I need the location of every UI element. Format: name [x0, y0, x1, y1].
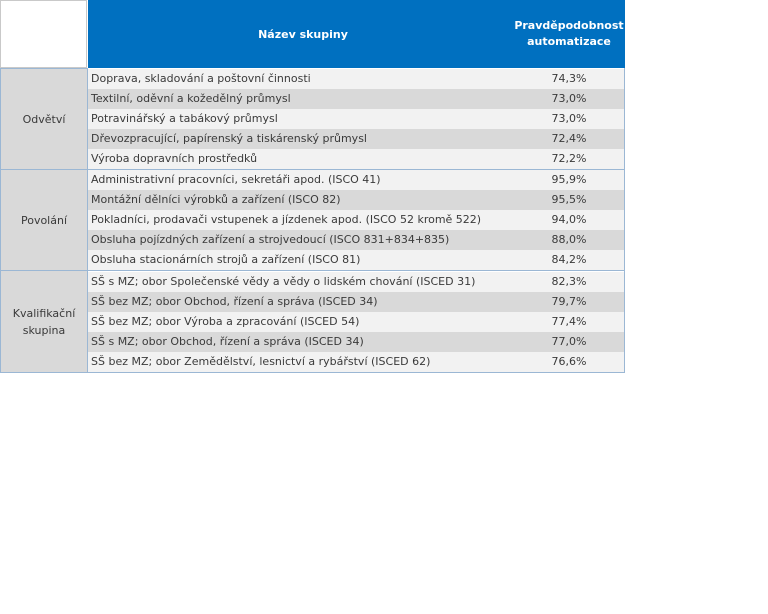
row-value: 72,4% [551, 132, 587, 145]
row-name: Potravinářský a tabákový průmysl [91, 112, 278, 125]
table-row: Dřevozpracující, papírenský a tiskárensk… [88, 129, 625, 149]
table-row: Potravinářský a tabákový průmysl 73,0% [88, 109, 625, 129]
row-value: 84,2% [551, 253, 587, 266]
table-bottom-border [0, 372, 625, 373]
table-row: SŠ s MZ; obor Obchod, řízení a správa (I… [88, 332, 625, 352]
row-name: Dřevozpracující, papírenský a tiskárensk… [91, 132, 367, 145]
table-row: Obsluha pojízdných zařízení a strojvedou… [88, 230, 625, 250]
table-row: Doprava, skladování a poštovní činnosti … [88, 69, 625, 89]
header-probability-line2: automatizace [527, 35, 611, 48]
row-name: SŠ bez MZ; obor Obchod, řízení a správa … [91, 295, 378, 308]
row-name: Výroba dopravních prostředků [91, 152, 258, 165]
row-name: Obsluha pojízdných zařízení a strojvedou… [91, 233, 450, 246]
row-name: Pokladníci, prodavači vstupenek a jízden… [91, 213, 482, 226]
automation-probability-table: Název skupiny Pravděpodobnost automatiza… [0, 0, 625, 373]
table-row: Obsluha stacionárních strojů a zařízení … [88, 250, 625, 270]
row-value: 95,9% [551, 173, 587, 186]
group-separator [0, 270, 625, 271]
table-right-border [624, 68, 625, 373]
group-label-line1: Kvalifikační [12, 306, 76, 320]
table-row: Pokladníci, prodavači vstupenek a jízden… [88, 210, 625, 230]
row-name: SŠ s MZ; obor Obchod, řízení a správa (I… [91, 335, 364, 348]
row-value: 94,0% [551, 213, 587, 226]
row-name: Doprava, skladování a poštovní činnosti [91, 72, 311, 85]
row-value: 82,3% [551, 275, 587, 288]
row-value: 76,6% [551, 355, 587, 368]
row-name: SŠ s MZ; obor Společenské vědy a vědy o … [91, 275, 476, 288]
row-value: 73,0% [551, 112, 587, 125]
header-group-name: Název skupiny [258, 27, 348, 41]
row-value: 77,4% [551, 315, 587, 328]
table-row: SŠ bez MZ; obor Zemědělství, lesnictví a… [88, 352, 625, 372]
table-row: SŠ bez MZ; obor Výroba a zpracování (ISC… [88, 312, 625, 332]
row-name: Administrativní pracovníci, sekretáři ap… [91, 173, 381, 186]
header-probability: Pravděpodobnost automatizace [513, 0, 625, 68]
row-value: 95,5% [551, 193, 587, 206]
row-name: Textilní, oděvní a kožedělný průmysl [91, 92, 291, 105]
row-value: 72,2% [551, 152, 587, 165]
group-label-line1: Povolání [20, 213, 68, 227]
row-name: SŠ bez MZ; obor Výroba a zpracování (ISC… [91, 315, 360, 328]
header-blank-cell [0, 0, 87, 68]
table-row: SŠ s MZ; obor Společenské vědy a vědy o … [88, 272, 625, 292]
table-row: Administrativní pracovníci, sekretáři ap… [88, 170, 625, 190]
group-column-divider [87, 68, 88, 373]
table-row: Textilní, oděvní a kožedělný průmysl 73,… [88, 89, 625, 109]
table-left-border [0, 68, 1, 373]
group-label-line2: skupina [22, 323, 66, 337]
table-row: Montážní dělníci výrobků a zařízení (ISC… [88, 190, 625, 210]
row-name: Obsluha stacionárních strojů a zařízení … [91, 253, 361, 266]
row-value: 74,3% [551, 72, 587, 85]
table-row: SŠ bez MZ; obor Obchod, řízení a správa … [88, 292, 625, 312]
table-header: Název skupiny Pravděpodobnost automatiza… [88, 0, 625, 68]
group-label-qualification: Kvalifikační skupina [0, 271, 88, 372]
table-row: Výroba dopravních prostředků 72,2% [88, 149, 625, 169]
row-name: SŠ bez MZ; obor Zemědělství, lesnictví a… [91, 355, 431, 368]
row-value: 88,0% [551, 233, 587, 246]
group-separator [0, 169, 625, 170]
row-value: 73,0% [551, 92, 587, 105]
header-probability-line1: Pravděpodobnost [514, 19, 624, 32]
group-label-line1: Odvětví [22, 112, 66, 126]
row-value: 77,0% [551, 335, 587, 348]
group-label-sector: Odvětví [0, 68, 88, 169]
row-value: 79,7% [551, 295, 587, 308]
group-label-occupation: Povolání [0, 170, 88, 270]
row-name: Montážní dělníci výrobků a zařízení (ISC… [91, 193, 341, 206]
